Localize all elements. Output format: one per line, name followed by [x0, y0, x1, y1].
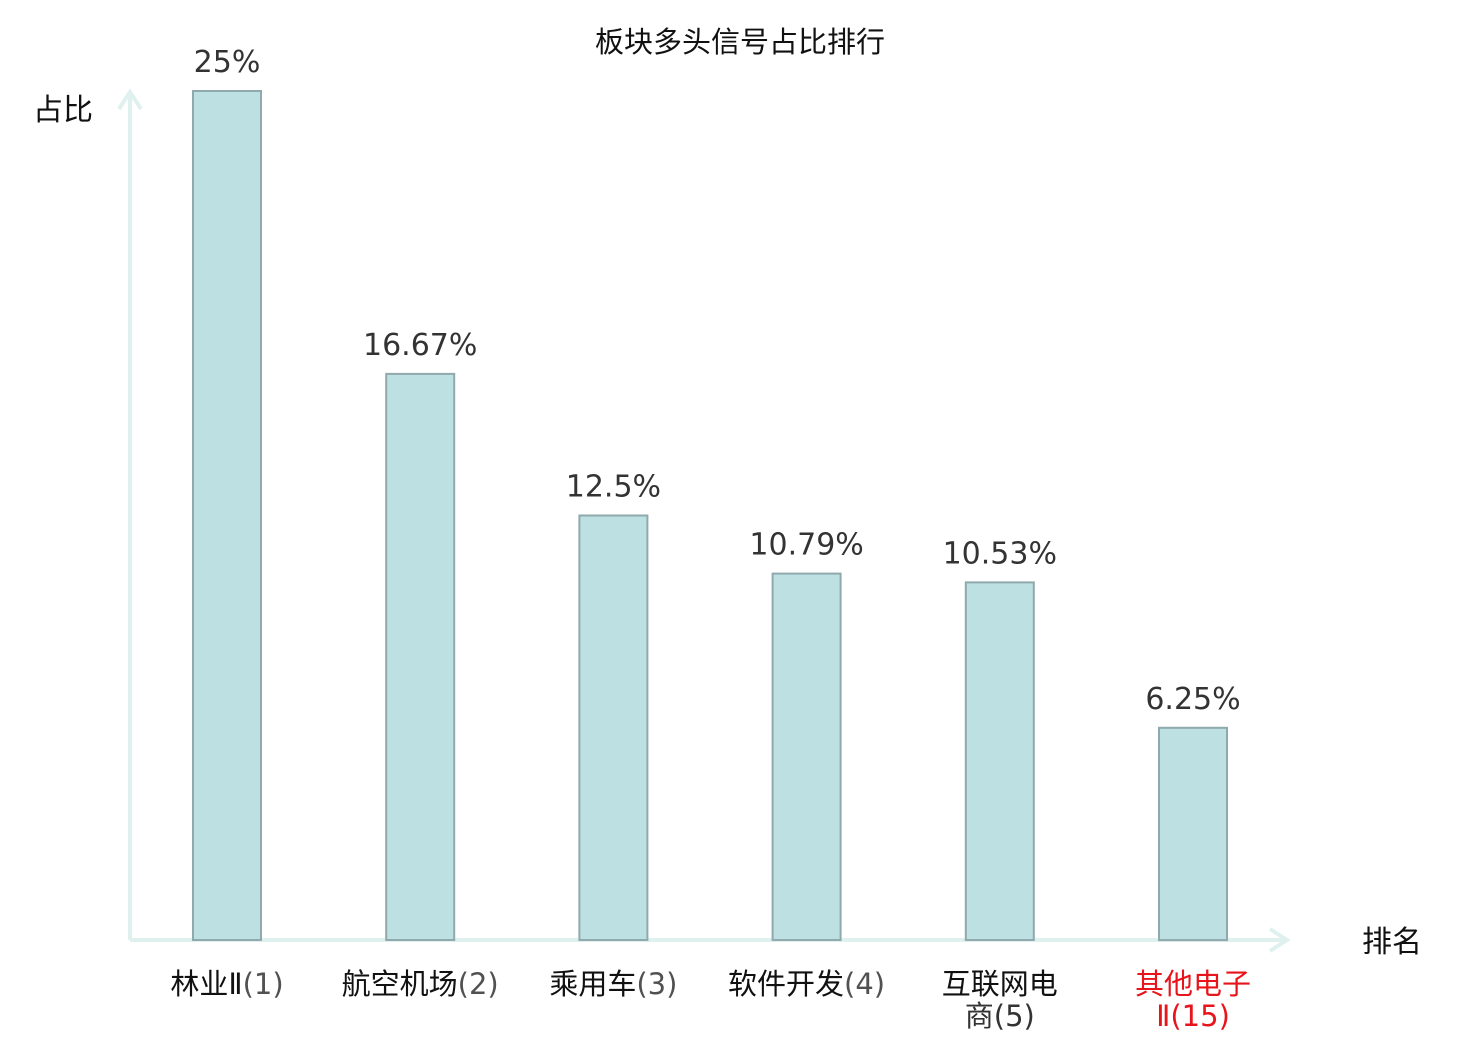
y-axis-arrow-icon: [117, 88, 143, 111]
x-tick-label-1: 林业Ⅱ(1): [170, 967, 283, 1001]
chart-title: 板块多头信号占比排行: [595, 25, 885, 59]
x-tick-label-5: 互联网电商(5): [942, 967, 1058, 1033]
x-tick-label-6: 其他电子 Ⅱ(15): [1135, 967, 1251, 1033]
x-tick-labels-group: 林业Ⅱ(1) 航空机场(2) 乘用车(3) 软件开发(4) 互联网电商(5) 其他电子 Ⅱ(…: [170, 967, 1251, 1033]
bar-5: [964, 581, 1035, 942]
x-tick-label-4: 软件开发(4): [728, 967, 885, 1001]
axes: [117, 88, 1291, 953]
bar-1: [192, 90, 262, 941]
value-label-5: 10.53%: [943, 536, 1057, 571]
bar-3: [578, 514, 649, 941]
value-label-4: 10.79%: [749, 528, 863, 563]
bar-6: [1158, 726, 1228, 942]
bars-group: [192, 90, 1228, 942]
x-axis-label: 排名: [1362, 925, 1422, 960]
value-label-1: 25%: [194, 45, 261, 80]
bar-4: [771, 572, 842, 941]
value-labels-group: 25% 16.67% 12.5% 10.79% 10.53% 6.25%: [194, 45, 1241, 717]
x-axis-arrow-icon: [1268, 927, 1291, 953]
x-tick-label-3: 乘用车(3): [549, 967, 677, 1001]
bar-2: [385, 372, 456, 941]
value-label-6: 6.25%: [1145, 682, 1240, 717]
x-tick-label-2: 航空机场(2): [342, 967, 499, 1001]
value-label-2: 16.67%: [363, 328, 477, 363]
y-axis-label: 占比: [33, 93, 93, 128]
value-label-3: 12.5%: [566, 470, 661, 505]
